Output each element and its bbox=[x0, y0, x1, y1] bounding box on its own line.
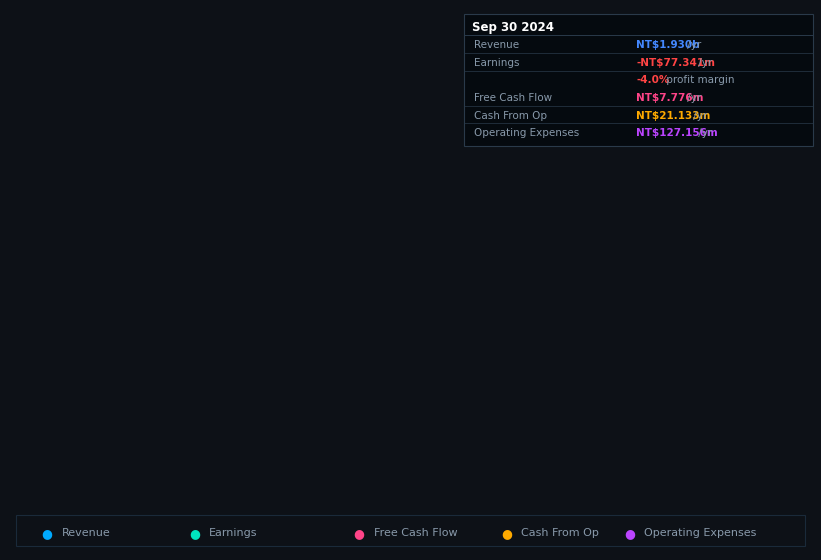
Text: -4.0%: -4.0% bbox=[636, 75, 670, 85]
Text: Revenue: Revenue bbox=[474, 40, 519, 50]
Text: ●: ● bbox=[501, 526, 511, 540]
Text: ●: ● bbox=[189, 526, 200, 540]
Text: /yr: /yr bbox=[690, 110, 707, 120]
Text: Earnings: Earnings bbox=[209, 528, 258, 538]
Text: -NT$400m: -NT$400m bbox=[4, 459, 66, 472]
Text: -NT$77.341m: -NT$77.341m bbox=[636, 58, 715, 68]
Text: Free Cash Flow: Free Cash Flow bbox=[474, 93, 552, 103]
Text: ●: ● bbox=[41, 526, 52, 540]
Text: Free Cash Flow: Free Cash Flow bbox=[374, 528, 457, 538]
Text: /yr: /yr bbox=[684, 93, 702, 103]
Text: ●: ● bbox=[353, 526, 364, 540]
Text: Operating Expenses: Operating Expenses bbox=[474, 128, 579, 138]
Text: NT$127.156m: NT$127.156m bbox=[636, 128, 718, 138]
Text: /yr: /yr bbox=[684, 40, 702, 50]
Text: /yr: /yr bbox=[695, 58, 713, 68]
Text: profit margin: profit margin bbox=[663, 75, 735, 85]
Text: NT$7.776m: NT$7.776m bbox=[636, 93, 704, 103]
Text: Cash From Op: Cash From Op bbox=[521, 528, 599, 538]
Text: Sep 30 2024: Sep 30 2024 bbox=[472, 21, 554, 34]
Text: Cash From Op: Cash From Op bbox=[474, 110, 547, 120]
Text: /yr: /yr bbox=[695, 128, 713, 138]
Text: Revenue: Revenue bbox=[62, 528, 110, 538]
Text: NT$0: NT$0 bbox=[4, 407, 35, 419]
Text: Operating Expenses: Operating Expenses bbox=[644, 528, 757, 538]
Text: NT$2b: NT$2b bbox=[4, 147, 43, 160]
Text: Earnings: Earnings bbox=[474, 58, 519, 68]
Text: NT$21.133m: NT$21.133m bbox=[636, 110, 711, 120]
Text: ●: ● bbox=[624, 526, 635, 540]
Text: NT$1.930b: NT$1.930b bbox=[636, 40, 699, 50]
